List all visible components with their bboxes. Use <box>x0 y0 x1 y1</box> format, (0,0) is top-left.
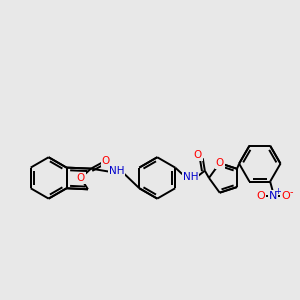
Text: O: O <box>76 173 85 183</box>
Text: +: + <box>274 188 281 196</box>
Text: -: - <box>289 187 292 197</box>
Text: NH: NH <box>109 166 124 176</box>
Text: O: O <box>194 150 202 160</box>
Text: N: N <box>269 191 278 201</box>
Text: O: O <box>281 191 290 201</box>
Text: O: O <box>101 156 110 167</box>
Text: O: O <box>216 158 224 168</box>
Text: NH: NH <box>183 172 198 182</box>
Text: O: O <box>256 191 265 201</box>
